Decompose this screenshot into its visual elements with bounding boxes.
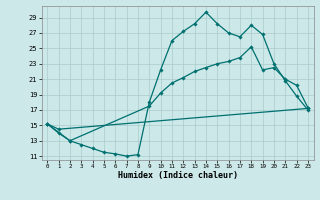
- X-axis label: Humidex (Indice chaleur): Humidex (Indice chaleur): [118, 171, 237, 180]
